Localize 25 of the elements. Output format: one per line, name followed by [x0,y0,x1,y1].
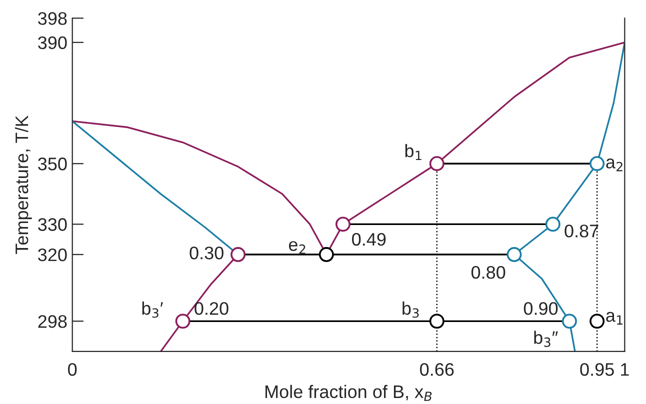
annotation: a$_{1}$ [606,312,622,325]
annotation: 0.80 [471,266,506,279]
annotation: b$_{3}$ [402,302,419,318]
x-tick-label: 0.95 [580,363,614,376]
y-axis-title: Temperature, T/K [14,115,32,254]
y-tick-label: 350 [38,158,67,170]
annotation: 0.49 [352,232,386,246]
annotation: a$_{2}$ [606,158,622,172]
y-tick-label: 398 [38,12,67,25]
y-tick-label: 320 [38,248,67,262]
annotation: b$_{3}$′ [142,302,163,318]
annotation: e$_{2}$ [288,241,306,254]
annotation: 0.30 [190,246,224,260]
y-tick-label: 330 [38,218,67,231]
annotation: b$_{3}$″ [534,330,558,347]
y-tick-label: 298 [38,315,67,328]
annotation: 0.90 [524,302,558,315]
annotation: b$_{1}$ [405,144,422,160]
x-tick-label: 0.66 [420,363,454,376]
x-tick-label: 1 [621,363,629,376]
annotation: 0.87 [564,224,598,238]
annotation: 0.20 [194,302,228,315]
y-tick-label: 390 [38,36,67,50]
x-tick-label: 0 [68,363,77,376]
x-axis-title: Mole fraction of B, x$_{B}$ [266,384,432,401]
